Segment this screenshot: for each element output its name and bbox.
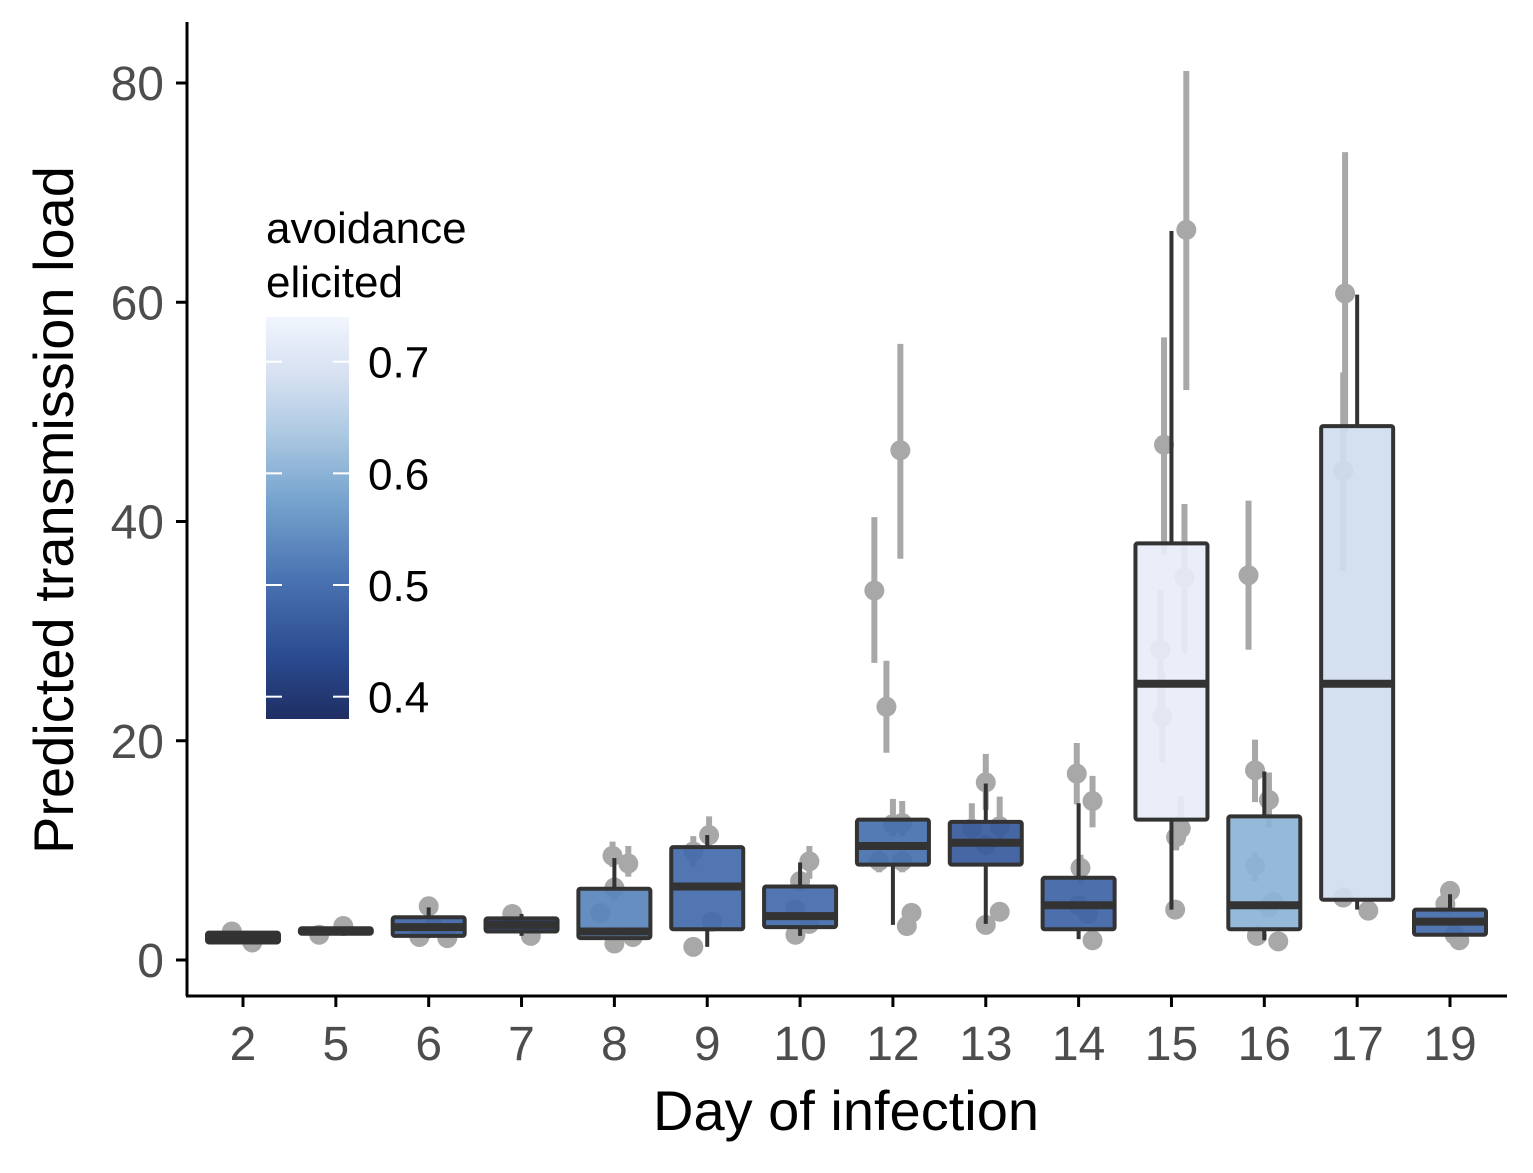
- y-ticks: 0 20 40 60 80: [111, 58, 187, 988]
- data-point: [1082, 930, 1103, 951]
- data-point: [618, 845, 639, 877]
- x-tick-label: 5: [322, 1018, 349, 1071]
- point-marker: [1335, 283, 1356, 304]
- colorbar: [266, 317, 349, 719]
- box-iqr: [1226, 814, 1303, 932]
- x-tick-label: 10: [773, 1018, 826, 1071]
- x-tick-label: 12: [866, 1018, 919, 1071]
- box-day-13: [947, 783, 1024, 924]
- point-marker: [1082, 930, 1103, 951]
- box-day-5: [297, 926, 374, 936]
- data-point: [683, 936, 704, 957]
- point-marker: [1066, 763, 1087, 784]
- point-marker: [1268, 931, 1289, 952]
- point-marker: [1154, 434, 1175, 455]
- x-tick-label: 9: [694, 1018, 721, 1071]
- point-marker: [876, 696, 897, 717]
- x-tick-label: 7: [508, 1018, 535, 1071]
- data-point: [890, 343, 911, 559]
- box-day-14: [1040, 803, 1117, 940]
- point-marker: [864, 580, 885, 601]
- y-tick-label: 20: [111, 716, 164, 769]
- point-marker: [683, 936, 704, 957]
- x-tick-label: 19: [1423, 1018, 1476, 1071]
- point-marker: [896, 916, 917, 937]
- box-day-9: [669, 835, 746, 947]
- x-tick-label: 16: [1238, 1018, 1291, 1071]
- data-point: [1066, 742, 1087, 805]
- y-tick-label: 80: [111, 58, 164, 111]
- legend-tick-label: 0.5: [368, 562, 429, 611]
- point-marker: [1245, 760, 1266, 781]
- legend-colorbar: avoidance elicited 0.7 0.6 0.5 0.4: [266, 204, 467, 723]
- point-marker: [799, 851, 820, 872]
- point-marker: [1166, 827, 1187, 848]
- box-iqr: [1319, 424, 1396, 902]
- legend-ticks: 0.7 0.6 0.5 0.4: [266, 339, 429, 723]
- y-axis-label: Predicted transmission load: [22, 166, 85, 854]
- legend-title-line1: avoidance: [266, 204, 467, 253]
- data-point: [799, 845, 820, 879]
- boxes-layer: [205, 230, 1488, 947]
- data-point: [876, 660, 897, 753]
- box-day-10: [762, 862, 839, 936]
- legend-title-line2: elicited: [266, 258, 403, 307]
- x-tick-label: 14: [1052, 1018, 1105, 1071]
- data-point: [1176, 70, 1197, 390]
- legend-tick-label: 0.7: [368, 339, 429, 388]
- x-tick-label: 6: [415, 1018, 442, 1071]
- x-tick-label: 17: [1330, 1018, 1383, 1071]
- point-marker: [975, 914, 996, 935]
- data-point: [1238, 500, 1259, 650]
- axes: [185, 22, 1507, 998]
- legend-tick-label: 0.6: [368, 450, 429, 499]
- data-point: [1245, 739, 1266, 803]
- x-axis-label: Day of infection: [653, 1079, 1039, 1142]
- point-marker: [1358, 900, 1379, 921]
- y-tick-label: 60: [111, 277, 164, 330]
- x-tick-label: 13: [959, 1018, 1012, 1071]
- data-point: [1165, 899, 1186, 920]
- point-marker: [618, 853, 639, 874]
- data-point: [1358, 900, 1379, 921]
- point-marker: [1238, 565, 1259, 586]
- data-point: [1268, 931, 1289, 952]
- point-marker: [975, 772, 996, 793]
- point-marker: [1082, 791, 1103, 812]
- data-point: [989, 901, 1010, 922]
- box-day-12: [854, 817, 931, 925]
- data-point: [1082, 775, 1103, 828]
- point-marker: [1165, 899, 1186, 920]
- x-tick-label: 8: [601, 1018, 628, 1071]
- x-tick-label: 15: [1145, 1018, 1198, 1071]
- point-marker: [1258, 789, 1279, 810]
- box-iqr: [762, 884, 839, 930]
- box-day-17: [1319, 294, 1396, 910]
- point-marker: [890, 440, 911, 461]
- data-point: [975, 914, 996, 935]
- box-iqr: [576, 886, 653, 941]
- x-tick-label: 2: [230, 1018, 257, 1071]
- point-marker: [602, 845, 623, 866]
- x-ticks: 2 5 6 7 8 9 10 12 13 14 15 16 17 19: [230, 996, 1477, 1071]
- box-day-16: [1226, 771, 1303, 941]
- legend-tick-label: 0.4: [368, 674, 429, 723]
- data-point: [864, 517, 885, 663]
- box-day-8: [576, 858, 653, 941]
- box-day-19: [1412, 894, 1488, 937]
- box-day-6: [390, 907, 467, 939]
- data-point: [896, 916, 917, 937]
- box-day-7: [483, 913, 560, 936]
- data-point: [1154, 337, 1175, 555]
- point-marker: [418, 896, 439, 917]
- y-tick-label: 0: [137, 935, 164, 988]
- point-marker: [989, 901, 1010, 922]
- box-day-2: [205, 930, 281, 945]
- box-day-15: [1133, 230, 1210, 910]
- y-tick-label: 40: [111, 497, 164, 550]
- point-marker: [1176, 219, 1197, 240]
